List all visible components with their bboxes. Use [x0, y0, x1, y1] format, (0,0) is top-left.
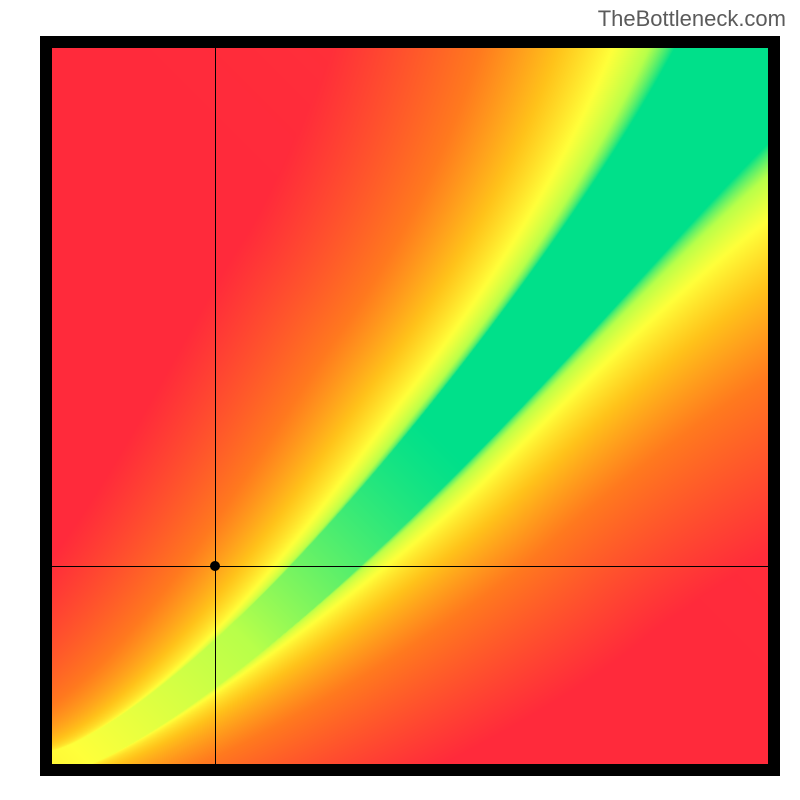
- heatmap-canvas: [52, 48, 768, 764]
- heatmap-plot: [40, 36, 780, 776]
- crosshair-marker: [210, 561, 220, 571]
- watermark-text: TheBottleneck.com: [598, 6, 786, 32]
- crosshair-vertical: [215, 36, 216, 776]
- crosshair-horizontal: [40, 566, 780, 567]
- chart-container: TheBottleneck.com: [0, 0, 800, 800]
